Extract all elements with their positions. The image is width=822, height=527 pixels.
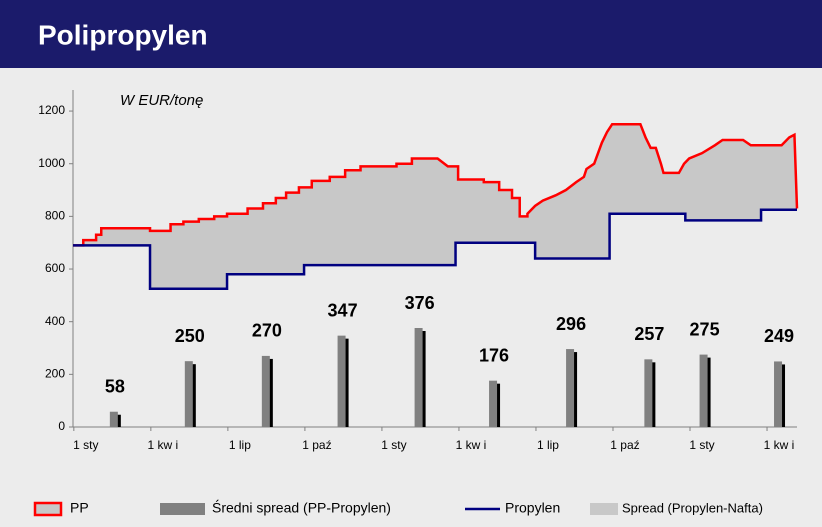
bar-shadow — [706, 357, 711, 427]
x-tick-label: 1 kw i — [456, 438, 487, 452]
bar-shadow — [268, 358, 273, 427]
legend-swatch — [160, 503, 205, 515]
bar — [184, 361, 193, 427]
x-tick-label: 1 sty — [381, 438, 406, 452]
bar-shadow — [421, 331, 426, 427]
bar — [489, 380, 498, 427]
x-tick-label: 1 kw i — [764, 438, 795, 452]
x-tick-label: 1 sty — [689, 438, 714, 452]
header-bar — [0, 0, 822, 68]
bar — [774, 361, 783, 427]
bar-value-label: 347 — [328, 300, 358, 320]
bar-shadow — [651, 362, 656, 427]
y-tick-label: 200 — [45, 367, 65, 381]
x-tick-label: 1 paź — [302, 438, 331, 452]
legend-label: PP — [70, 500, 89, 516]
y-tick-label: 0 — [58, 419, 65, 433]
bar — [414, 328, 423, 427]
bar-value-label: 257 — [634, 324, 664, 344]
y-tick-label: 1200 — [38, 103, 65, 117]
bar-shadow — [781, 364, 786, 427]
bar-shadow — [573, 352, 578, 427]
y-tick-label: 400 — [45, 314, 65, 328]
line-0 — [73, 122, 799, 247]
legend-swatch — [33, 501, 63, 517]
legend-label: Spread (Propylen-Nafta) — [622, 500, 763, 515]
legend-label: Propylen — [505, 500, 560, 516]
bar-value-label: 296 — [556, 314, 586, 334]
bar-value-label: 270 — [252, 321, 282, 341]
bar-shadow — [496, 383, 501, 427]
unit-label: W EUR/tonę — [120, 92, 203, 109]
x-tick-label: 1 paź — [610, 438, 639, 452]
bar-value-label: 249 — [764, 326, 794, 346]
spread-area — [73, 124, 797, 289]
legend-label: Średni spread (PP-Propylen) — [212, 499, 391, 516]
bar-shadow — [191, 364, 196, 427]
y-tick-label: 1000 — [38, 156, 65, 170]
y-tick-label: 600 — [45, 261, 65, 275]
bar-value-label: 376 — [405, 293, 435, 313]
bar — [699, 354, 708, 427]
bar — [337, 335, 346, 427]
bar — [566, 349, 575, 427]
bar-value-label: 58 — [105, 376, 125, 396]
bar — [109, 411, 118, 427]
x-tick-label: 1 lip — [537, 438, 559, 452]
chart-title: Polipropylen — [38, 19, 208, 50]
bar-value-label: 176 — [479, 345, 509, 365]
x-tick-label: 1 kw i — [148, 438, 179, 452]
bar — [261, 355, 270, 427]
bar-shadow — [344, 338, 349, 427]
bar-value-label: 275 — [690, 319, 720, 339]
x-tick-label: 1 lip — [229, 438, 251, 452]
bar-value-label: 250 — [175, 326, 205, 346]
line-2 — [73, 208, 797, 291]
legend-swatch — [590, 503, 618, 515]
x-tick-label: 1 sty — [73, 438, 98, 452]
y-tick-label: 800 — [45, 209, 65, 223]
bar — [644, 359, 653, 427]
bar-shadow — [116, 414, 121, 427]
